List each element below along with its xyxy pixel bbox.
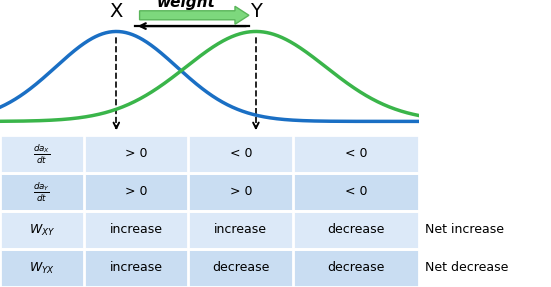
Text: increase: increase <box>214 224 267 236</box>
Bar <box>0 249 419 287</box>
Text: $W_{YX}$: $W_{YX}$ <box>29 260 55 276</box>
Text: X: X <box>110 2 123 21</box>
Text: $W_{XY}$: $W_{XY}$ <box>29 222 55 238</box>
Text: increase: increase <box>110 261 163 274</box>
Text: Net decrease: Net decrease <box>425 261 509 274</box>
Text: Y: Y <box>250 2 262 21</box>
Text: > 0: > 0 <box>125 148 147 160</box>
Text: > 0: > 0 <box>125 185 147 198</box>
Text: decrease: decrease <box>212 261 269 274</box>
Text: $\frac{da_Y}{dt}$: $\frac{da_Y}{dt}$ <box>34 180 50 203</box>
Text: weight: weight <box>156 0 215 10</box>
Text: < 0: < 0 <box>230 148 252 160</box>
Bar <box>0 173 419 211</box>
Text: decrease: decrease <box>327 261 385 274</box>
Text: < 0: < 0 <box>345 185 367 198</box>
Bar <box>0 211 419 249</box>
Text: increase: increase <box>110 224 163 236</box>
FancyArrow shape <box>139 6 249 24</box>
Text: $\frac{da_X}{dt}$: $\frac{da_X}{dt}$ <box>33 142 51 166</box>
Text: Net increase: Net increase <box>425 224 504 236</box>
Bar <box>0 135 419 173</box>
Text: decrease: decrease <box>327 224 385 236</box>
Text: < 0: < 0 <box>345 148 367 160</box>
Text: > 0: > 0 <box>230 185 252 198</box>
